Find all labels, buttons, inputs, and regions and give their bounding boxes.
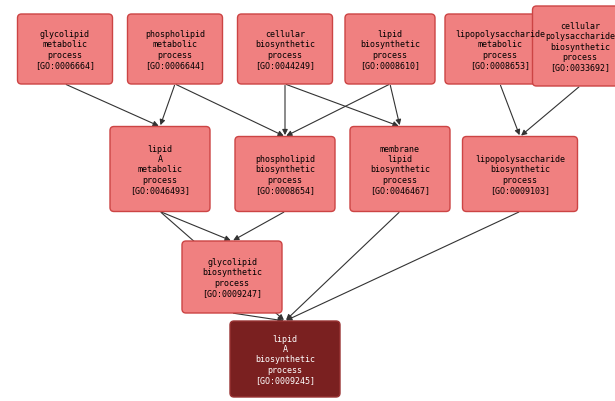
FancyBboxPatch shape	[533, 7, 615, 87]
FancyBboxPatch shape	[345, 15, 435, 85]
Text: phospholipid
biosynthetic
process
[GO:0008654]: phospholipid biosynthetic process [GO:00…	[255, 154, 315, 194]
FancyBboxPatch shape	[350, 127, 450, 212]
FancyBboxPatch shape	[230, 321, 340, 397]
FancyBboxPatch shape	[462, 137, 577, 212]
Text: glycolipid
metabolic
process
[GO:0006664]: glycolipid metabolic process [GO:0006664…	[35, 30, 95, 70]
FancyBboxPatch shape	[182, 241, 282, 313]
Text: lipid
A
biosynthetic
process
[GO:0009245]: lipid A biosynthetic process [GO:0009245…	[255, 334, 315, 384]
Text: cellular
polysaccharide
biosynthetic
process
[GO:0033692]: cellular polysaccharide biosynthetic pro…	[545, 22, 615, 72]
Text: lipopolysaccharide
biosynthetic
process
[GO:0009103]: lipopolysaccharide biosynthetic process …	[475, 154, 565, 194]
Text: lipid
biosynthetic
process
[GO:0008610]: lipid biosynthetic process [GO:0008610]	[360, 30, 420, 70]
Text: phospholipid
metabolic
process
[GO:0006644]: phospholipid metabolic process [GO:00066…	[145, 30, 205, 70]
Text: membrane
lipid
biosynthetic
process
[GO:0046467]: membrane lipid biosynthetic process [GO:…	[370, 144, 430, 195]
Text: cellular
biosynthetic
process
[GO:0044249]: cellular biosynthetic process [GO:004424…	[255, 30, 315, 70]
FancyBboxPatch shape	[237, 15, 333, 85]
FancyBboxPatch shape	[17, 15, 113, 85]
Text: lipid
A
metabolic
process
[GO:0046493]: lipid A metabolic process [GO:0046493]	[130, 144, 190, 195]
FancyBboxPatch shape	[110, 127, 210, 212]
FancyBboxPatch shape	[235, 137, 335, 212]
Text: lipopolysaccharide
metabolic
process
[GO:0008653]: lipopolysaccharide metabolic process [GO…	[455, 30, 545, 70]
Text: glycolipid
biosynthetic
process
[GO:0009247]: glycolipid biosynthetic process [GO:0009…	[202, 257, 262, 298]
FancyBboxPatch shape	[445, 15, 555, 85]
FancyBboxPatch shape	[127, 15, 223, 85]
